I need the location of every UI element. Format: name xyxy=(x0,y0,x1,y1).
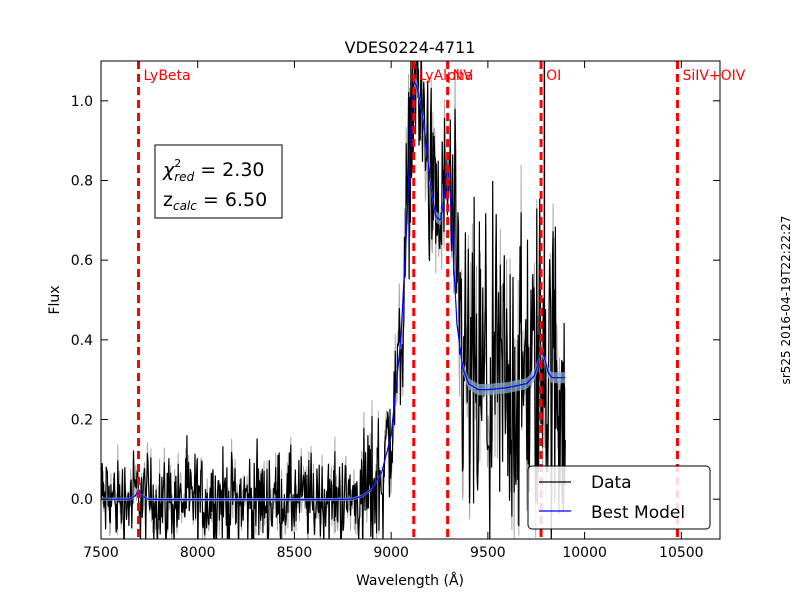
plot-frame xyxy=(100,60,721,540)
fit-statistics-box: χ2 red = 2.30 zcalc = 6.50 xyxy=(154,144,283,219)
x-tick-label: 9000 xyxy=(373,545,409,561)
y-tick-label: 1.0 xyxy=(71,94,93,110)
y-tick-label: 0.4 xyxy=(71,333,93,349)
x-tick-label: 7500 xyxy=(83,545,119,561)
x-tick-label: 10000 xyxy=(562,545,607,561)
best-model-line xyxy=(101,80,566,501)
y-tick-label: 0.6 xyxy=(71,253,93,269)
z-symbol: z xyxy=(163,189,173,211)
emission-label-nv: NV xyxy=(453,68,473,84)
chi-superscript: 2 xyxy=(174,157,181,170)
chi-subscript: red xyxy=(174,170,194,184)
emission-label-oi: OI xyxy=(546,68,561,84)
chi-value: = 2.30 xyxy=(194,159,264,181)
x-tick-label: 8500 xyxy=(277,545,313,561)
x-axis-label: Wavelength (Å) xyxy=(356,572,464,589)
y-tick-label: 0.0 xyxy=(71,492,93,508)
plot-area xyxy=(101,61,679,539)
emission-label-lybeta: LyBeta xyxy=(144,68,191,84)
y-axis-label: Flux xyxy=(47,285,63,314)
y-tick-label: 0.2 xyxy=(71,413,93,429)
emission-label-lyalpha: LyAlpha xyxy=(419,68,474,84)
x-tick-label: 8000 xyxy=(180,545,216,561)
x-tick-label: 9500 xyxy=(470,545,506,561)
legend-data-label: Data xyxy=(591,473,632,493)
chart-title: VDES0224-4711 xyxy=(345,38,476,57)
legend-model-label: Best Model xyxy=(591,503,685,523)
emission-label-siiv-oiv: SiIV+OIV xyxy=(682,68,745,84)
chi-symbol: χ xyxy=(162,159,175,181)
y-tick-label: 0.8 xyxy=(71,174,93,190)
z-subscript: calc xyxy=(173,199,197,213)
legend: Data Best Model xyxy=(527,465,711,530)
timestamp-stamp: sr525 2016-04-19T22:22:27 xyxy=(779,216,793,385)
chi-squared-line: χ2 red = 2.30 xyxy=(162,157,265,184)
data-trace xyxy=(101,61,566,539)
z-value: = 6.50 xyxy=(197,189,267,211)
redshift-line: zcalc = 6.50 xyxy=(163,189,267,213)
x-tick-label: 10500 xyxy=(659,545,704,561)
